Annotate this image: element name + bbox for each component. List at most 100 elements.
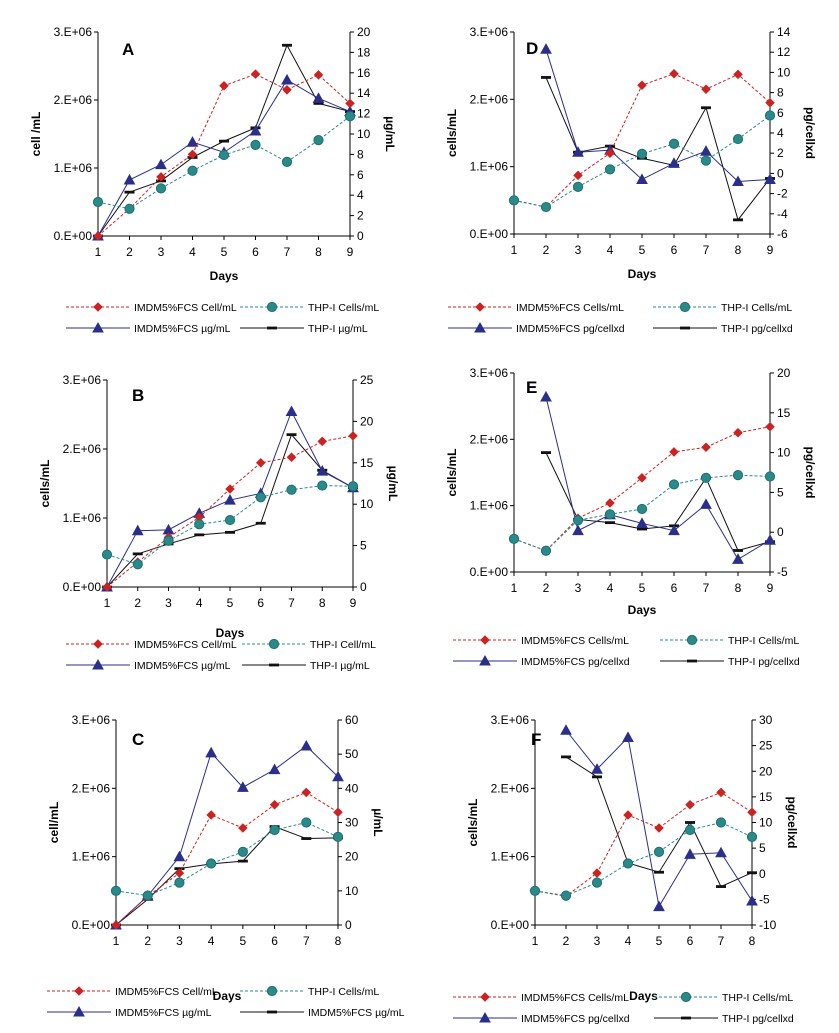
right-tick-label: 16 xyxy=(357,66,371,80)
data-point xyxy=(540,545,552,556)
legend-label: THP-I µg/mL xyxy=(308,323,368,335)
data-point xyxy=(605,148,615,158)
legend-swatch-marker xyxy=(267,326,277,330)
data-point xyxy=(268,763,281,775)
data-point xyxy=(669,447,679,457)
data-point xyxy=(300,739,313,751)
left-tick-label: 1.E+06 xyxy=(63,511,102,525)
data-point xyxy=(313,70,324,80)
series-line xyxy=(115,826,339,926)
right-tick-label: 20 xyxy=(345,850,359,864)
left-tick-label: 2.E+06 xyxy=(470,432,509,446)
x-axis-title: Days xyxy=(216,626,245,640)
panel-b: 0.E+00 1.E+06 2.E+06 3.E+06 0 5 10 15 20 25 1 2 3 4 5 6… xyxy=(38,373,400,672)
series-line xyxy=(106,433,354,588)
data-point xyxy=(605,498,615,508)
legend-swatch-marker xyxy=(74,986,84,996)
x-tick-label: 4 xyxy=(625,934,632,948)
data-point xyxy=(636,517,648,529)
left-tick-label: 0.E+00 xyxy=(491,918,530,932)
right-tick-label: 15 xyxy=(777,406,791,420)
data-point xyxy=(250,69,261,79)
series-line xyxy=(115,821,339,897)
right-tick-label: 25 xyxy=(759,739,773,753)
right-tick-label: 18 xyxy=(357,45,371,59)
legend-label: IMDM5%FCS pg/cellxd xyxy=(521,1013,630,1025)
data-point xyxy=(685,821,695,824)
legend: IMDM5%FCS Cells/mL THP-I Cells/mL IMDM5%FC… xyxy=(453,634,800,668)
data-point xyxy=(764,110,776,121)
y-axis-title: cell/mL xyxy=(47,802,61,843)
x-tick-label: 8 xyxy=(735,581,742,595)
legend: IMDM5%FCS Cells/mL THP-I Cells/mL IMDM5%FC… xyxy=(453,991,794,1025)
data-point xyxy=(529,885,541,896)
x-tick-label: 9 xyxy=(347,245,354,259)
data-point xyxy=(637,527,647,531)
right-tick-label: 12 xyxy=(357,107,371,121)
data-point xyxy=(92,196,104,208)
x-tick-label: 1 xyxy=(95,245,102,259)
data-point xyxy=(317,436,328,447)
legend-label: THP-I pg/cellxd xyxy=(722,1013,794,1025)
data-point xyxy=(102,582,112,592)
legend-label: IMDM5%FCS Cells/mL xyxy=(521,992,629,1004)
left-tick-label: 0.E+00 xyxy=(470,565,509,579)
data-point xyxy=(301,837,312,840)
y2-axis-title: pg/cellxd xyxy=(803,107,817,159)
data-point xyxy=(173,850,186,862)
left-tick-label: 0.E+00 xyxy=(54,229,93,243)
left-tick-label: 3.E+06 xyxy=(72,713,111,727)
x-axis-title: Days xyxy=(628,603,657,617)
panel-a: 0.E+001.E+062.E+063.E+060246810121416182… xyxy=(29,25,397,335)
x-tick-label: 5 xyxy=(656,934,663,948)
legend-swatch-marker xyxy=(480,635,490,645)
data-point xyxy=(155,158,167,170)
legend-label: IMDM5%FCS µg/mL xyxy=(134,323,231,335)
data-point xyxy=(269,799,280,810)
legend-swatch-marker xyxy=(93,302,103,312)
data-point xyxy=(93,231,103,241)
legend-label: THP-I µg/mL xyxy=(310,660,370,672)
data-point xyxy=(313,135,324,146)
right-tick-label: 0 xyxy=(345,918,352,932)
right-tick-label: 4 xyxy=(777,126,784,140)
x-tick-label: 5 xyxy=(639,243,646,257)
x-tick-label: 2 xyxy=(563,934,570,948)
x-tick-label: 6 xyxy=(271,934,278,948)
left-tick-label: 3.E+06 xyxy=(63,373,102,387)
legend: IMDM5%FCS Cell/mL THP-I Cells/mL IMDM5%FCS… xyxy=(66,301,379,335)
data-point xyxy=(255,458,266,468)
x-tick-label: 8 xyxy=(335,934,342,948)
legend-swatch-marker xyxy=(92,321,104,333)
x-tick-label: 2 xyxy=(543,581,550,595)
x-tick-label: 3 xyxy=(176,934,183,948)
data-point xyxy=(124,203,135,214)
data-point xyxy=(255,492,266,503)
right-tick-label: 14 xyxy=(777,25,791,39)
left-tick-label: 0.E+00 xyxy=(470,227,509,241)
data-point xyxy=(668,157,680,168)
data-point xyxy=(636,148,648,159)
right-tick-label: 40 xyxy=(345,781,359,795)
data-point xyxy=(636,503,648,515)
right-tick-label: 6 xyxy=(357,168,364,182)
right-tick-label: 8 xyxy=(777,86,784,100)
data-point xyxy=(700,498,712,509)
panel-e: 0.E+00 1.E+06 2.E+06 3.E+06 -5 0 5 10 15 20 1 2 3 4 5 6… xyxy=(445,366,817,668)
left-tick-label: 3.E+06 xyxy=(470,366,509,380)
data-point xyxy=(732,175,744,187)
data-point xyxy=(573,170,583,181)
left-tick-label: 2.E+06 xyxy=(72,781,111,795)
legend-label: IMDM5%FCS µg/mL xyxy=(115,1007,212,1019)
x-tick-label: 5 xyxy=(639,581,646,595)
data-point xyxy=(764,173,776,185)
x-tick-label: 5 xyxy=(221,245,228,259)
x-tick-label: 1 xyxy=(104,596,111,610)
data-point xyxy=(174,868,185,878)
right-tick-label: 10 xyxy=(777,446,791,460)
data-point xyxy=(281,156,293,167)
panel-c: 0.E+00 1.E+06 2.E+06 3.E+06 0 10 20 30 40 50 60 1 2 3… xyxy=(47,713,405,1019)
left-tick-label: 1.E+06 xyxy=(54,161,93,175)
legend-swatch-marker xyxy=(92,658,104,670)
left-tick-label: 2.E+06 xyxy=(54,93,93,107)
